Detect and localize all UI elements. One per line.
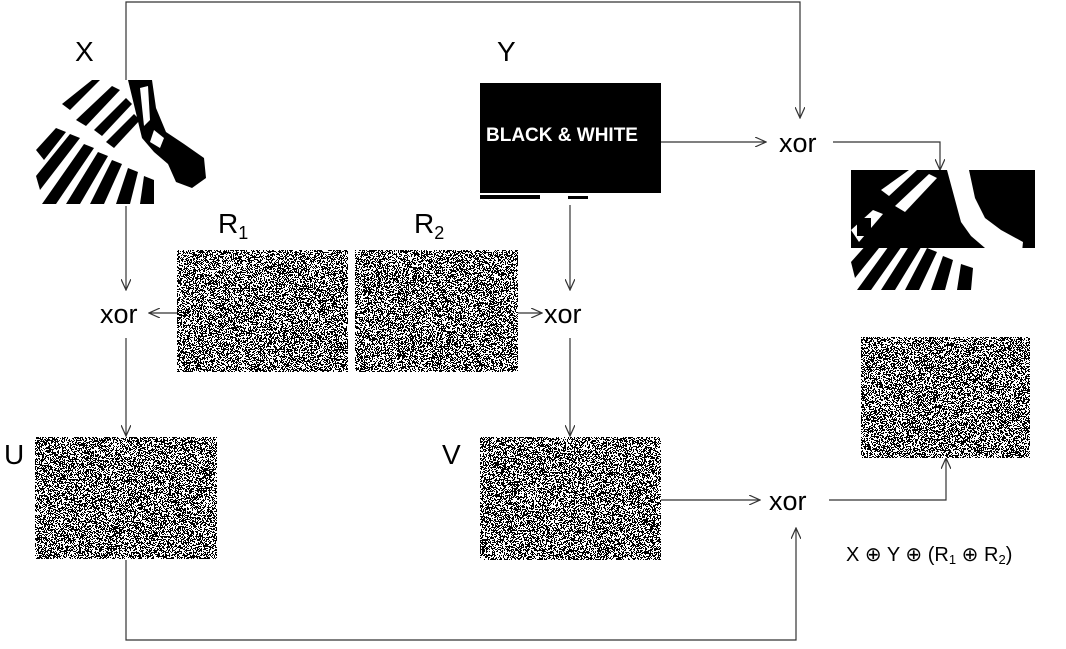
- zebra-image-x: [36, 80, 208, 204]
- random-image-v: [480, 437, 661, 560]
- black-white-image-y: BLACK & WHITE: [480, 83, 661, 205]
- random-image-result: [861, 337, 1030, 458]
- xor-bottom: xor: [769, 486, 807, 516]
- xor-top: xor: [779, 128, 817, 158]
- image-y-text: BLACK & WHITE: [486, 125, 638, 146]
- arrow-top-xor-to-result: [833, 141, 940, 170]
- random-image-u: [35, 437, 217, 559]
- result-image-xy: [851, 170, 1035, 290]
- arrow-x-to-top-xor: [125, 1, 800, 118]
- label-r1: R1: [218, 208, 249, 243]
- label-x: X: [75, 36, 94, 67]
- label-v: V: [442, 439, 461, 470]
- arrow-u-to-bottom-xor: [125, 528, 796, 641]
- arrow-bottom-xor-to-result: [829, 458, 946, 501]
- label-y: Y: [497, 36, 516, 67]
- label-u: U: [4, 439, 25, 470]
- random-image-r1: [177, 250, 348, 372]
- xor-mid: xor: [544, 299, 582, 329]
- label-r2: R2: [414, 208, 445, 243]
- random-image-r2: [355, 250, 518, 372]
- result-formula: X ⊕ Y ⊕ (R1 ⊕ R2): [846, 544, 1013, 567]
- xor-left: xor: [100, 299, 138, 329]
